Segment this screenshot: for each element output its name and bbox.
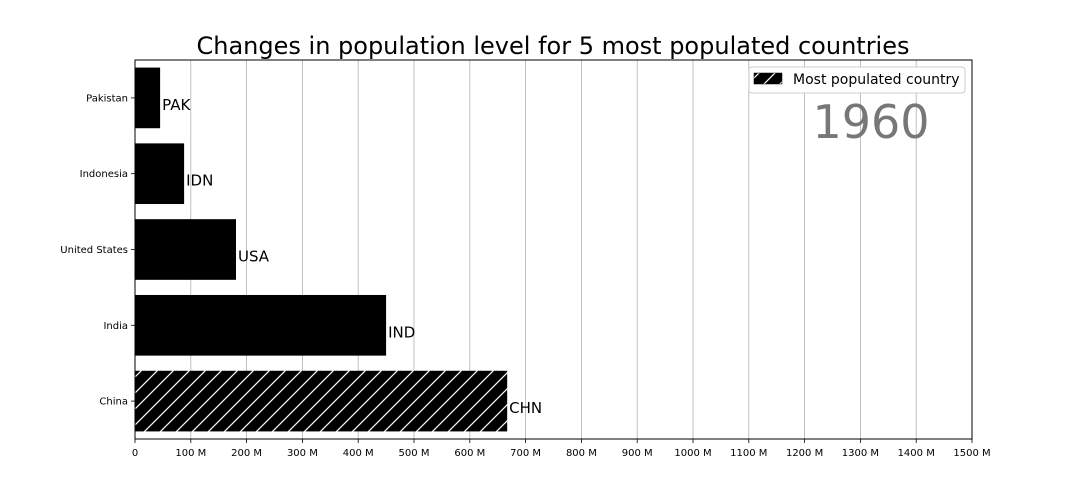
legend-hatch-swatch xyxy=(753,72,783,85)
bar-label-idn: IDN xyxy=(186,172,213,190)
legend: Most populated country xyxy=(748,66,966,94)
y-axis-ticks: China India United States Indonesia Pakistan xyxy=(60,93,135,408)
x-tick-label: 1500 M xyxy=(953,448,990,459)
x-tick-label: 0 xyxy=(132,448,138,459)
x-tick-label: 1200 M xyxy=(786,448,823,459)
x-tick-label: 300 M xyxy=(287,448,318,459)
x-tick-label: 1300 M xyxy=(842,448,879,459)
legend-label: Most populated country xyxy=(793,72,960,88)
x-tick-label: 100 M xyxy=(175,448,206,459)
bar-pak xyxy=(135,67,161,129)
x-tick-label: 1400 M xyxy=(898,448,935,459)
bar-label-ind: IND xyxy=(388,323,415,341)
y-tick-label: United States xyxy=(60,245,128,256)
x-tick-label: 800 M xyxy=(566,448,597,459)
x-tick-label: 400 M xyxy=(343,448,374,459)
bar-ind xyxy=(135,294,387,356)
y-tick-label: Pakistan xyxy=(86,93,128,104)
x-tick-label: 200 M xyxy=(231,448,262,459)
chart-title: Changes in population level for 5 most p… xyxy=(197,32,910,60)
bar-label-chn: CHN xyxy=(509,399,542,417)
x-tick-label: 500 M xyxy=(399,448,430,459)
y-tick-label: Indonesia xyxy=(80,169,128,180)
x-tick-label: 700 M xyxy=(510,448,541,459)
bar-labels: CHN IND USA IDN PAK xyxy=(162,96,542,417)
bar-label-pak: PAK xyxy=(162,96,191,114)
x-tick-label: 600 M xyxy=(454,448,485,459)
x-tick-label: 1000 M xyxy=(674,448,711,459)
y-tick-label: India xyxy=(103,321,128,332)
legend-box xyxy=(748,66,966,94)
grid-lines xyxy=(190,60,917,439)
bar-chn xyxy=(135,370,508,432)
bar-usa xyxy=(135,219,236,280)
bar-label-usa: USA xyxy=(238,248,270,266)
y-tick-label: China xyxy=(99,397,128,408)
year-label: 1960 xyxy=(812,95,929,149)
bar-idn xyxy=(135,143,185,205)
plot-frame xyxy=(134,59,973,440)
bars xyxy=(135,67,508,432)
x-axis-ticks: 0 100 M 200 M 300 M 400 M 500 M 600 M 700 M 800 … xyxy=(132,439,991,459)
x-tick-label: 900 M xyxy=(622,448,653,459)
x-tick-label: 1100 M xyxy=(730,448,767,459)
